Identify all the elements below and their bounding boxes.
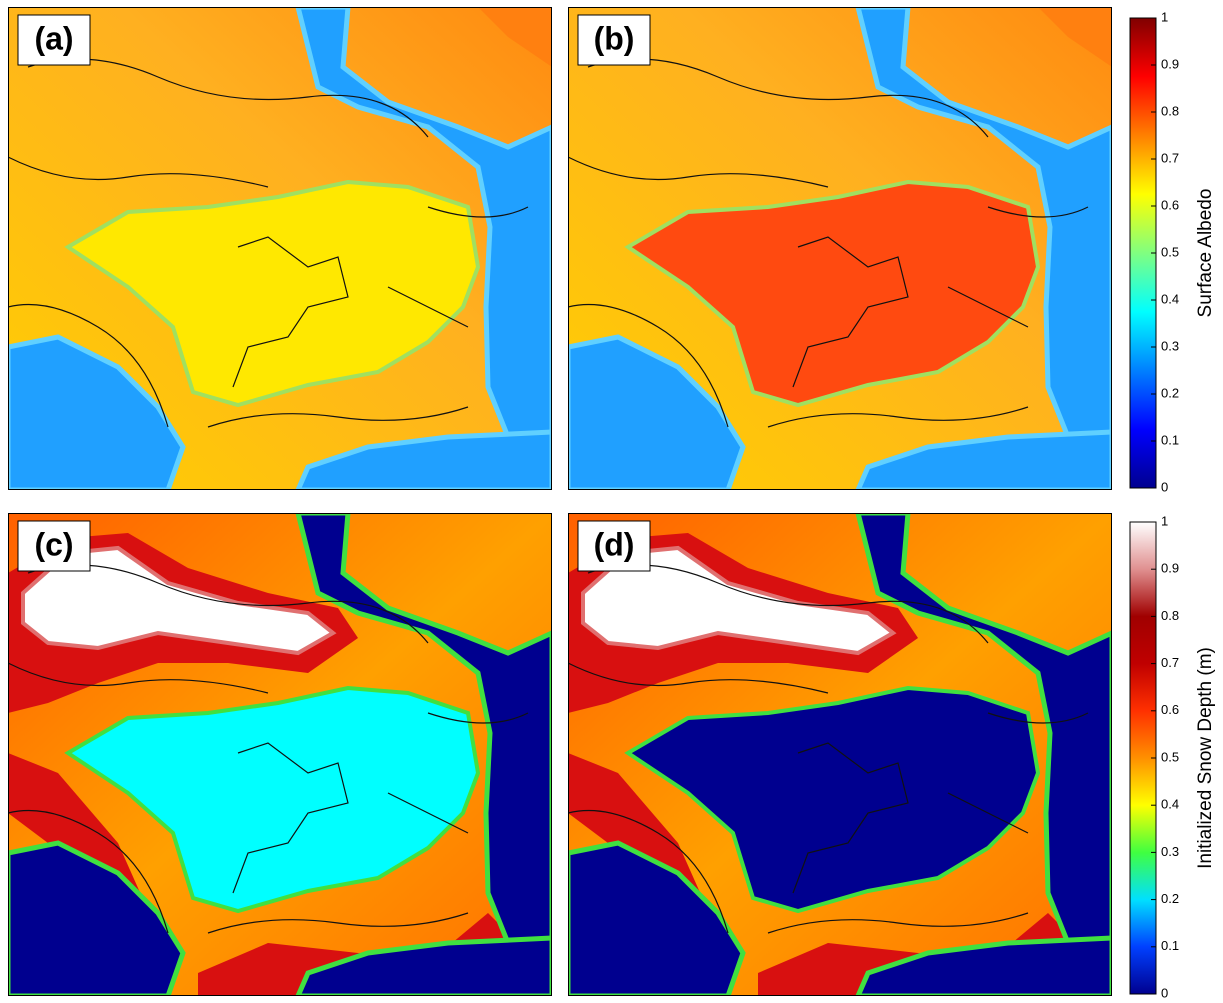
colorbar-tick-label: 0.3 xyxy=(1161,338,1179,353)
colorbar-tick-label: 0.4 xyxy=(1161,291,1179,306)
colorbar-tick-label: 0.7 xyxy=(1161,655,1179,670)
panel-label: (d) xyxy=(594,526,635,562)
colorbar-tick-label: 0.2 xyxy=(1161,891,1179,906)
panel-label: (b) xyxy=(594,20,635,56)
colorbar-tick-label: 0.1 xyxy=(1161,938,1179,953)
panel-label: (c) xyxy=(34,526,73,562)
colorbar-label: Surface Albedo xyxy=(1195,189,1216,318)
colorbar-tick-label: 0.5 xyxy=(1161,749,1179,764)
map-panel: (b) xyxy=(568,7,1112,490)
colorbar-tick-label: 0.4 xyxy=(1161,797,1179,812)
colorbar-tick-label: 1 xyxy=(1161,513,1168,528)
colorbar-tick-label: 0.1 xyxy=(1161,432,1179,447)
colorbar-tick-label: 0.6 xyxy=(1161,197,1179,212)
colorbar-tick-label: 0.5 xyxy=(1161,244,1179,259)
colorbar-tick-label: 0.8 xyxy=(1161,103,1179,118)
page: {"panels": [{"label": "(a)"}, {"label": … xyxy=(0,0,1223,1003)
map-panel: (a) xyxy=(8,7,552,490)
colorbar-tick-label: 0.7 xyxy=(1161,150,1179,165)
colorbar-tick-label: 0.8 xyxy=(1161,608,1179,623)
colorbar-tick-label: 0 xyxy=(1161,479,1168,494)
figure: (a) (b) (c) (d) 0 0.1 0.2 0.3 0.4 0.5 0.6 0.7 0.8 0.9… xyxy=(0,0,1223,1003)
colorbar-tick-label: 0.6 xyxy=(1161,702,1179,717)
colorbar-tick-label: 0.9 xyxy=(1161,56,1179,71)
colorbar-label: Initialized Snow Depth (m) xyxy=(1195,647,1216,869)
colorbar-tick-label: 0.2 xyxy=(1161,385,1179,400)
map-panel: (c) xyxy=(8,513,552,996)
colorbar-tick-label: 1 xyxy=(1161,9,1168,24)
map-panel: (d) xyxy=(568,513,1112,996)
colorbar-tick-label: 0 xyxy=(1161,985,1168,1000)
colorbar-tick-label: 0.9 xyxy=(1161,561,1179,576)
panel-label: (a) xyxy=(34,20,73,56)
colorbar-tick-label: 0.3 xyxy=(1161,844,1179,859)
